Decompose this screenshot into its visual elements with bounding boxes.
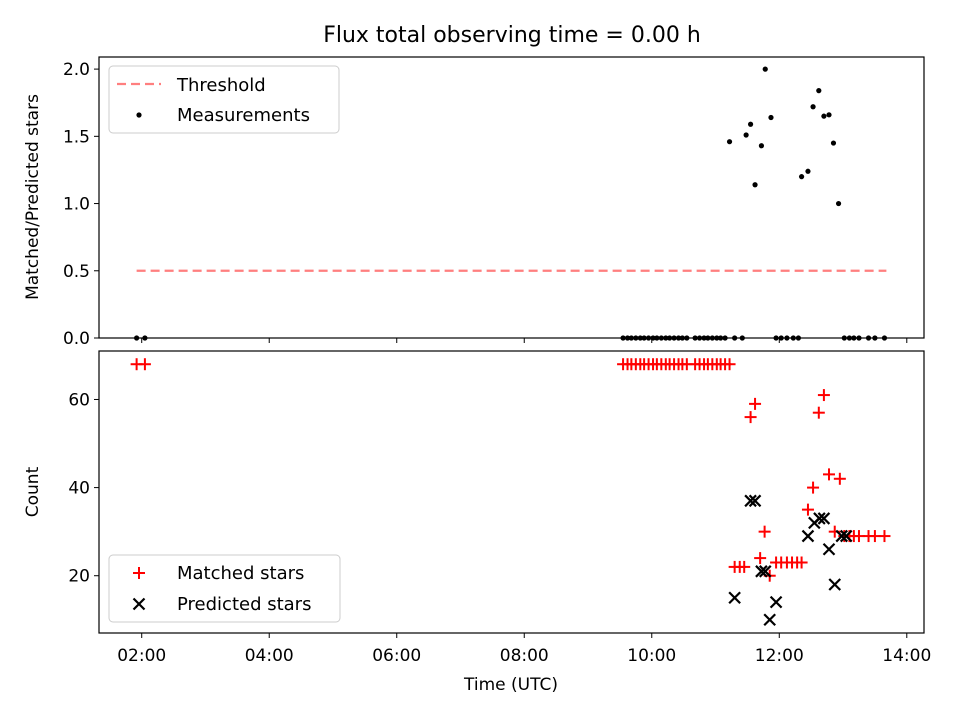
- x-axis-label: Time (UTC): [463, 675, 558, 695]
- matched-star-point: [744, 411, 757, 424]
- predicted-star-point-b: [763, 613, 776, 627]
- predicted-star-point: [728, 591, 741, 605]
- x-tick-label-6: 14:00: [882, 646, 931, 666]
- measurement-point: [835, 200, 842, 207]
- bottom-ylabel: Count: [23, 466, 43, 517]
- matched-star-point: [817, 389, 830, 402]
- measurement-point: [798, 174, 805, 180]
- measurement-point: [816, 88, 822, 94]
- y-tick-label-0-1: 0.5: [63, 262, 90, 282]
- predicted-star-point-b: [801, 529, 815, 543]
- matched-star-point: [754, 552, 767, 565]
- x-tick-label-2: 06:00: [372, 646, 421, 666]
- y-tick-label-0-4: 2.0: [63, 60, 90, 80]
- measurement-point: [747, 121, 754, 127]
- bottom-legend-box: [108, 554, 341, 623]
- matched-star-point: [878, 530, 891, 543]
- matched-star-point: [758, 525, 771, 538]
- predicted-star-point: [744, 494, 757, 508]
- measurement-point: [743, 132, 749, 138]
- predicted-star-point-b: [755, 565, 768, 578]
- x-tick-label-0: 02:00: [117, 646, 166, 666]
- top-legend: Threshold Measurements: [108, 65, 340, 134]
- measurement-point: [821, 113, 827, 119]
- predicted-star-point-b: [839, 529, 853, 543]
- predicted-star-point: [822, 543, 836, 556]
- predicted-star-point-b: [822, 543, 836, 556]
- x-tick-label-1: 04:00: [245, 646, 294, 666]
- predicted-legend-glyph-b: [132, 597, 146, 611]
- measurement-point: [726, 139, 733, 145]
- predicted-star-point-b: [758, 565, 772, 578]
- measurements-legend-label: Measurements: [177, 105, 310, 126]
- matched-legend-glyph: [133, 567, 145, 579]
- top-ylabel: Matched/Predicted stars: [23, 94, 43, 300]
- measurements-legend-marker: [136, 112, 142, 118]
- predicted-star-point: [813, 512, 826, 525]
- predicted-star-point: [835, 529, 849, 543]
- measurement-point: [752, 182, 758, 188]
- measurement-point: [758, 143, 765, 149]
- predicted-star-point-b: [748, 494, 762, 508]
- matched-star-point: [812, 406, 825, 419]
- predicted-star-point-b: [744, 494, 757, 508]
- matched-star-point: [823, 468, 836, 481]
- measurement-point: [830, 140, 837, 146]
- predicted-star-point-b: [835, 529, 849, 543]
- matched-star-point: [723, 358, 736, 371]
- matched-stars-legend-marker: [133, 567, 145, 579]
- y-tick-label-0-0: 0.0: [63, 329, 90, 349]
- measurement-point: [826, 112, 832, 118]
- predicted-stars-legend-label: Predicted stars: [177, 594, 311, 615]
- predicted-star-point: [769, 595, 783, 609]
- predicted-star-point-b: [817, 512, 831, 525]
- predicted-star-point-b: [769, 595, 783, 609]
- measurement-point: [805, 168, 811, 174]
- bottom-legend: Matched stars Predicted stars: [108, 554, 341, 623]
- predicted-star-point: [755, 565, 768, 578]
- matched-star-point: [833, 472, 846, 485]
- predicted-star-point: [763, 613, 776, 627]
- measurement-point: [762, 66, 768, 72]
- predicted-star-point: [801, 529, 815, 543]
- matched-star-point: [738, 560, 751, 573]
- threshold-legend-label: Threshold: [176, 75, 266, 96]
- bottom-axes-marks: 02:00 04:00 06:00 08:00 10:00 12:00 14:00 20 40 6…: [68, 390, 931, 666]
- bottom-axes: 02:00 04:00 06:00 08:00 10:00 12:00 14:00 20 40 6…: [23, 350, 931, 695]
- top-legend-box: [108, 65, 340, 134]
- top-axes: 0.00.51.01.52.0 Matched/Predicted stars …: [23, 56, 925, 349]
- predicted-star-point: [758, 565, 772, 578]
- measurement-point: [810, 104, 816, 110]
- y-tick-label-0-3: 1.5: [63, 127, 90, 147]
- matched-star-point: [807, 481, 820, 494]
- matched-star-point: [138, 358, 151, 371]
- x-tick-label-5: 12:00: [755, 646, 804, 666]
- predicted-star-point: [828, 578, 842, 591]
- y-tick-label-1-1: 40: [68, 479, 90, 499]
- y-tick-label-1-0: 20: [68, 567, 90, 587]
- predicted-star-point: [748, 494, 762, 508]
- matched-stars-legend-label: Matched stars: [177, 563, 304, 584]
- matched-star-point: [795, 556, 808, 569]
- top-axes-frame: [98, 56, 925, 339]
- predicted-stars-legend-marker: [132, 597, 146, 611]
- predicted-legend-glyph: [132, 597, 146, 611]
- measurement-point: [768, 114, 774, 121]
- matched-star-point: [749, 397, 762, 410]
- x-tick-label-3: 08:00: [500, 646, 549, 666]
- bottom-axes-frame: [98, 350, 925, 634]
- predicted-star-point-b: [728, 591, 741, 605]
- predicted-star-point-b: [828, 578, 842, 591]
- matched-star-point: [801, 503, 814, 516]
- y-tick-label-1-2: 60: [68, 390, 90, 410]
- x-tick-label-4: 10:00: [627, 646, 676, 666]
- predicted-star-point: [817, 512, 831, 525]
- bottom-data-layer: [130, 358, 891, 627]
- top-axes-marks: 0.0 0.5 1.0 1.5 2.0: [63, 60, 908, 349]
- y-tick-label-0-2: 1.0: [63, 195, 90, 215]
- figure-title: Flux total observing time = 0.00 h: [323, 23, 701, 48]
- predicted-star-point: [839, 529, 853, 543]
- predicted-star-point-b: [813, 512, 826, 525]
